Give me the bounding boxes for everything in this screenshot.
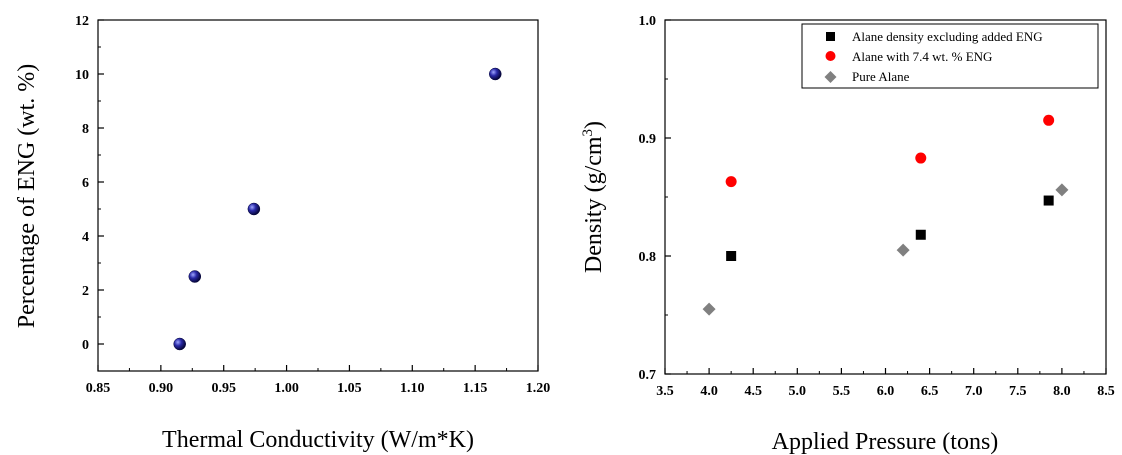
x-tick-label: 1.00 [274,381,299,396]
x-tick-label: 7.0 [965,384,983,399]
x-tick-label: 5.0 [789,384,807,399]
y-tick-label: 0.9 [639,132,657,147]
data-point-circle [915,152,927,164]
x-tick-label: 3.5 [656,384,674,399]
data-mark-group [173,67,502,351]
data-point-square [1043,195,1054,206]
y-tick-label: 10 [75,68,89,83]
y-axis-title-end: ) [581,121,607,129]
tick-group: 3.5 4.0 4.5 5.0 5.5 6.0 6.5 7.0 7.5 8.0 8.5 0.7 0.8 0… [639,14,1115,399]
y-tick-label: 4 [82,230,89,245]
chart-right-density: 3.5 4.0 4.5 5.0 5.5 6.0 6.5 7.0 7.5 8.0 8.5 0.7 0.8 0… [580,14,1115,455]
y-tick-label: 1.0 [639,14,657,29]
x-tick-label: 5.5 [833,384,851,399]
x-tick-label: 1.15 [463,381,488,396]
x-tick-label: 4.0 [700,384,718,399]
legend-marker-circle [825,51,836,61]
y-axis-title: Percentage of ENG (wt. %) [14,64,40,329]
x-tick-label: 6.0 [877,384,895,399]
legend-label: Alane with 7.4 wt. % ENG [852,49,992,64]
y-tick-label: 6 [82,176,89,191]
legend-label: Pure Alane [852,69,910,84]
chart-left-thermal-conductivity: 0.85 0.90 0.95 1.00 1.05 1.10 1.15 1.20 0 2 4 6 8 10 1… [14,14,550,453]
data-mark-group [702,114,1069,316]
x-axis-title: Thermal Conductivity (W/m*K) [162,427,474,453]
x-tick-label: 4.5 [744,384,762,399]
x-axis-title: Applied Pressure (tons) [772,429,999,455]
y-tick-label: 0.7 [639,368,657,383]
y-axis-title-superscript: 3 [580,129,596,137]
x-tick-label: 1.20 [526,381,551,396]
x-tick-label: 0.85 [86,381,111,396]
x-tick-label: 1.05 [337,381,362,396]
data-point-square [726,251,737,261]
legend-marker-diamond [824,71,837,83]
legend-marker-square [826,32,835,41]
data-point-circle [1043,114,1055,126]
data-point [489,67,502,81]
y-tick-label: 8 [82,122,89,137]
x-tick-label: 8.5 [1097,384,1115,399]
legend: Alane density excluding added ENG Alane … [801,23,1099,89]
x-tick-label: 0.95 [211,381,236,396]
x-tick-label: 0.90 [149,381,174,396]
y-tick-label: 0.8 [639,250,657,265]
tick-group: 0.85 0.90 0.95 1.00 1.05 1.10 1.15 1.20 0 2 4 6 8 10 1… [75,14,550,396]
data-point [188,270,202,283]
y-tick-label: 2 [82,284,89,299]
legend-box [801,23,1099,89]
y-axis-title: Density (g/cm3) [580,121,607,273]
y-tick-label: 0 [82,338,89,353]
x-tick-label: 1.10 [400,381,425,396]
y-axis-title-main: Density (g/cm [581,136,607,273]
x-tick-label: 6.5 [921,384,939,399]
data-point-square [915,229,926,240]
plot-frame [97,19,539,372]
data-point [173,337,186,351]
legend-label: Alane density excluding added ENG [852,29,1043,44]
y-tick-label: 12 [75,14,89,29]
data-point-diamond [1055,183,1069,197]
x-tick-label: 8.0 [1053,384,1071,399]
x-tick-label: 7.5 [1009,384,1027,399]
data-point [247,202,261,216]
data-point-circle [725,176,737,188]
data-point-diamond [896,243,910,257]
data-point-diamond [702,302,716,316]
